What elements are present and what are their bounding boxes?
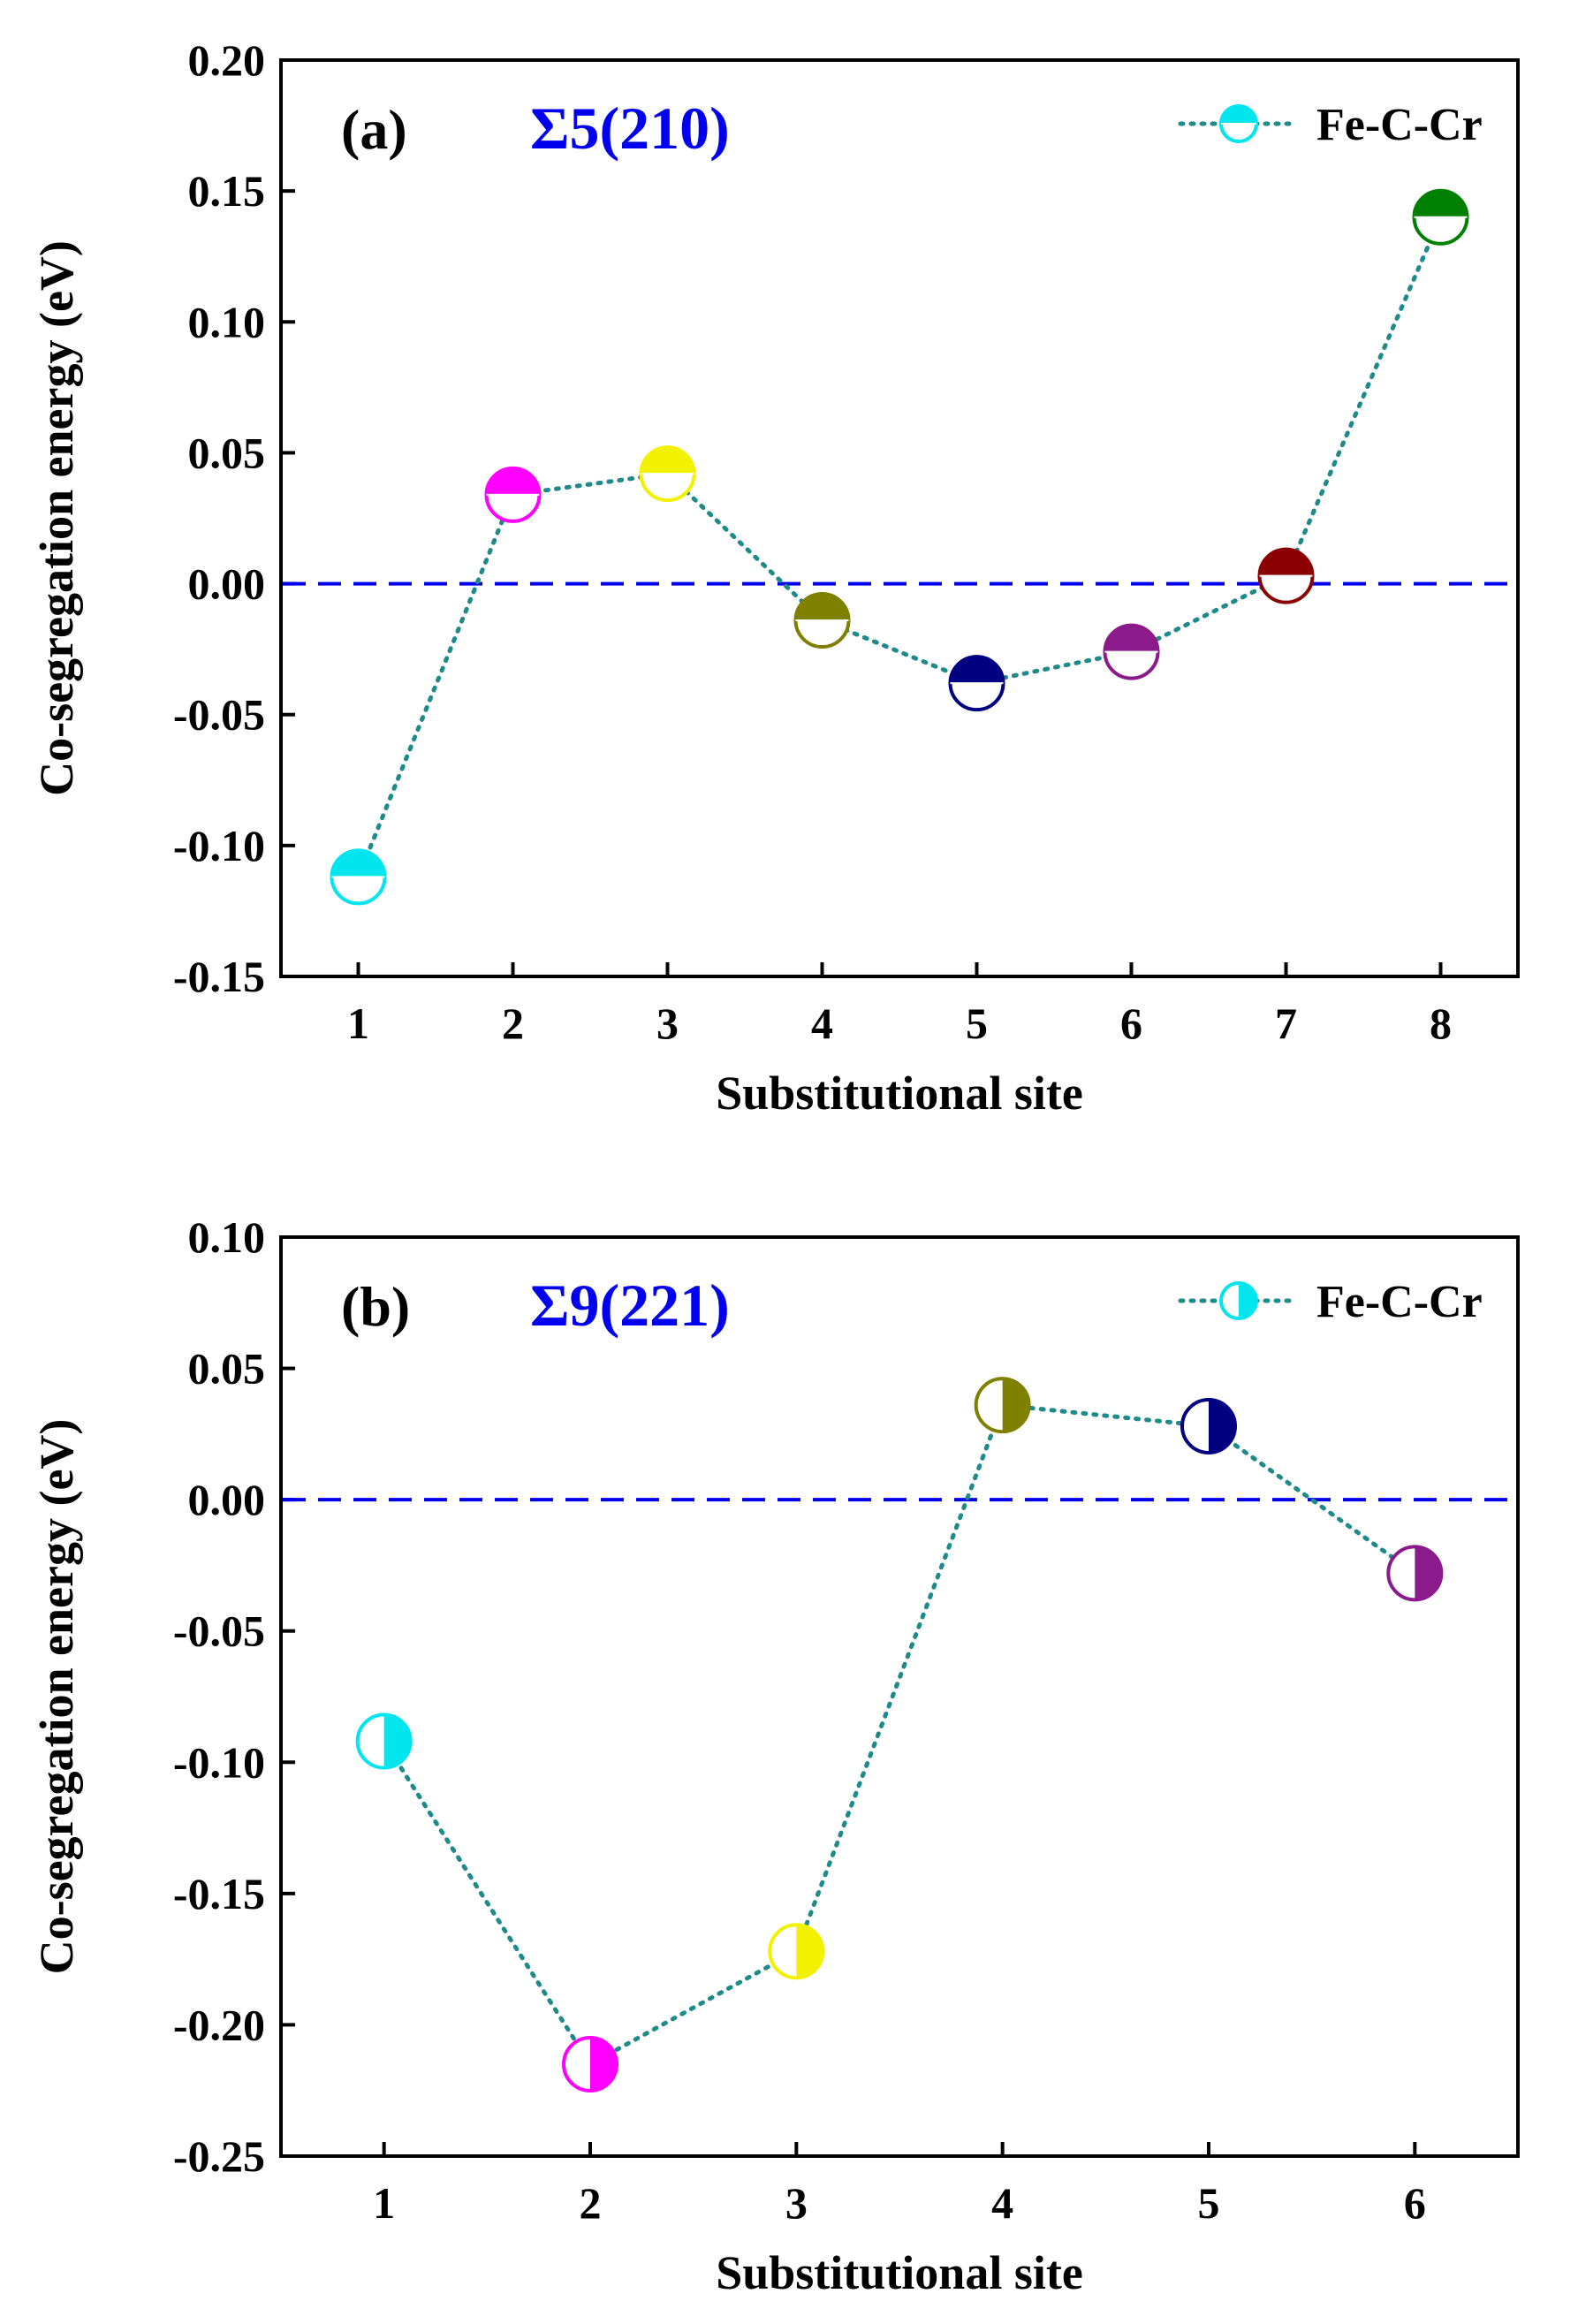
panel-b-chart: -0.25 -0.20 -0.15 -0.10 -0.05 0.00 0.05 0.10 1 2 3… — [30, 1212, 1520, 2299]
panel-a-x-tick-label: 7 — [1275, 999, 1297, 1048]
panel-b-x-tick-label: 3 — [785, 2178, 808, 2228]
panel-a-data-point-1 — [330, 848, 387, 906]
panel-b-y-tick-label: -0.25 — [173, 2131, 265, 2181]
panel-a-x-tick-label: 3 — [656, 999, 679, 1048]
panel-b-legend-label: Fe-C-Cr — [1316, 1277, 1483, 1327]
panel-b-y-axis-label: Co-segregation energy (eV) — [30, 1419, 83, 1975]
panel-a-data-point-5 — [948, 655, 1005, 712]
panel-a-y-tick-label: 0.10 — [188, 297, 266, 346]
panel-b-x-tick-label: 2 — [580, 2178, 602, 2228]
panel-b-y-tick-label: 0.00 — [188, 1475, 266, 1524]
panel-b-x-axis-label: Substitutional site — [716, 2246, 1083, 2299]
panel-b-data-point-3 — [768, 1923, 825, 1980]
panel-a-y-tick-label: 0.15 — [188, 166, 266, 216]
panel-a-y-tick-label: -0.15 — [173, 952, 265, 1001]
panel-a-x-tick-label: 5 — [966, 999, 988, 1048]
panel-a-data-point-6 — [1103, 623, 1160, 680]
panel-a-data-point-8 — [1412, 188, 1469, 246]
panel-a-data-point-2 — [484, 466, 542, 523]
panel-b-y-tick-label: 0.10 — [188, 1212, 266, 1262]
panel-a-chart: -0.15 -0.10 -0.05 0.00 0.05 0.10 0.15 0.20 1 2 3 4 5… — [30, 35, 1520, 1120]
panel-a-y-tick-label: 0.00 — [188, 559, 266, 609]
panel-b-data-point-1 — [355, 1713, 413, 1770]
panel-b-y-tick-label: -0.20 — [173, 2000, 265, 2049]
panel-a-x-tick-label: 2 — [502, 999, 524, 1048]
panel-a-legend-label: Fe-C-Cr — [1316, 100, 1483, 150]
panel-b-data-point-6 — [1386, 1545, 1444, 1602]
panel-b-data-point-5 — [1180, 1397, 1237, 1454]
panel-b-x-tick-label: 4 — [991, 2178, 1013, 2228]
panel-a-x-tick-label: 8 — [1430, 999, 1452, 1048]
panel-a-data-point-3 — [639, 445, 696, 503]
panel-b-y-tick-label: -0.15 — [173, 1869, 265, 1918]
panel-b-data-point-4 — [974, 1377, 1031, 1434]
panel-b-y-tick-label: -0.05 — [173, 1606, 265, 1656]
panel-a-legend: Fe-C-Cr — [1178, 100, 1483, 150]
panel-b-panel-label: (b) — [341, 1275, 410, 1338]
panel-a-plot-frame — [279, 58, 1520, 978]
panel-a-x-axis-label: Substitutional site — [716, 1067, 1083, 1120]
panel-a-x-tick-label: 1 — [347, 999, 369, 1048]
panel-a-x-tick-label: 6 — [1120, 999, 1142, 1048]
panel-b-series-line — [382, 1402, 1417, 2068]
panel-a-y-axis-label: Co-segregation energy (eV) — [30, 240, 83, 796]
panel-b-legend-marker — [1219, 1281, 1258, 1320]
panel-a-y-tick-label: -0.10 — [173, 821, 265, 870]
panel-b-y-tick-label: 0.05 — [188, 1344, 266, 1394]
panel-b-data-point-2 — [562, 2036, 618, 2092]
panel-b-x-tick-label: 5 — [1198, 2178, 1220, 2228]
panel-a-data-point-7 — [1257, 547, 1315, 604]
panel-a-panel-label: (a) — [341, 98, 407, 161]
panel-b-title: Σ9(221) — [530, 1272, 730, 1339]
panel-a-y-tick-label: -0.05 — [173, 690, 265, 740]
panel-b-x-tick-label: 1 — [373, 2178, 395, 2228]
panel-b-plot-frame — [279, 1235, 1520, 2158]
panel-b-legend: Fe-C-Cr — [1178, 1277, 1483, 1327]
panel-a-legend-marker — [1219, 104, 1258, 143]
panel-a-y-tick-label: 0.20 — [188, 35, 266, 85]
panel-b-x-tick-label: 6 — [1404, 2178, 1426, 2228]
panel-a-title: Σ5(210) — [530, 95, 730, 162]
panel-a-series-line — [356, 215, 1443, 879]
panel-a-data-point-4 — [793, 592, 851, 649]
panel-b-y-tick-label: -0.10 — [173, 1737, 265, 1787]
panel-a-x-tick-label: 4 — [811, 999, 833, 1048]
panel-a-y-tick-label: 0.05 — [188, 428, 266, 477]
